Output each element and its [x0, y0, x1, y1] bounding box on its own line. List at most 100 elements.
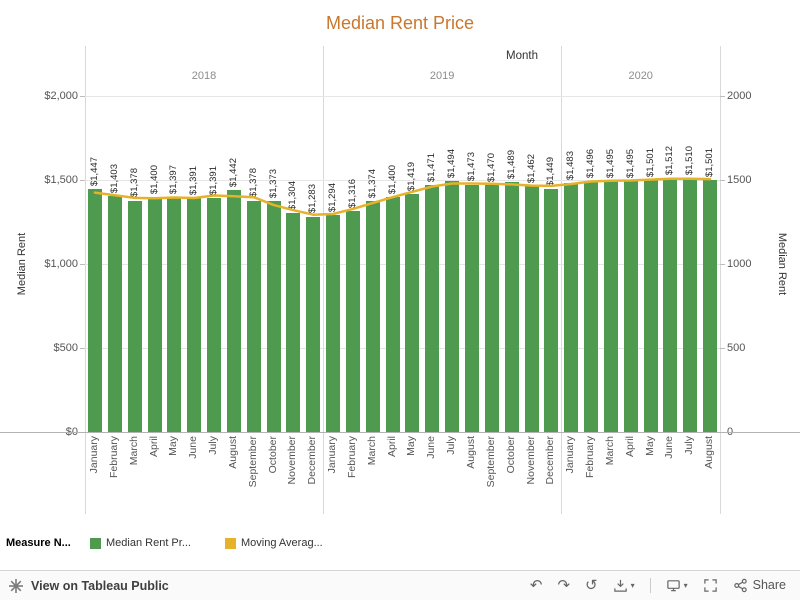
- tableau-logo-icon: [9, 578, 23, 593]
- right-axis-title: Median Rent: [776, 232, 788, 296]
- month-axis-label: January: [326, 436, 338, 474]
- bar-july-2020[interactable]: [683, 178, 698, 432]
- undo-button[interactable]: ↶: [530, 578, 543, 593]
- bar-january-2018[interactable]: [87, 188, 102, 432]
- pane-divider: [720, 46, 721, 514]
- bar-june-2018[interactable]: [187, 198, 202, 432]
- month-axis-label: August: [226, 436, 239, 469]
- bar-may-2018[interactable]: [167, 197, 182, 432]
- view-on-tableau-public-link[interactable]: View on Tableau Public: [8, 578, 169, 594]
- bar-march-2018[interactable]: [127, 200, 142, 432]
- bar-september-2018[interactable]: [246, 200, 261, 432]
- bar-december-2018[interactable]: [306, 216, 321, 432]
- left-axis-tick-label: $1,000: [44, 258, 78, 270]
- bar-august-2019[interactable]: [465, 184, 479, 432]
- month-axis-label: November: [524, 436, 537, 485]
- moving-average-layer: [93, 177, 712, 216]
- bar-july-2019[interactable]: [445, 181, 460, 432]
- share-icon: [733, 578, 747, 593]
- right-tick-mark: [720, 264, 725, 265]
- bar-june-2020[interactable]: [663, 178, 678, 432]
- bar-april-2018[interactable]: [147, 196, 162, 432]
- redo-icon: ↷: [557, 577, 571, 594]
- right-axis-tick-label: 500: [727, 342, 746, 354]
- month-axis-label: December: [544, 436, 557, 485]
- download-icon: [613, 579, 627, 592]
- month-axis-label: May: [405, 436, 418, 456]
- gridline-2000: [85, 96, 720, 97]
- month-axis-label: October: [266, 436, 279, 474]
- left-axis-tick-label: $2,000: [44, 90, 78, 102]
- revert-button[interactable]: ↺: [585, 578, 598, 593]
- month-axis-label: January: [87, 436, 100, 474]
- undo-icon: ↶: [529, 577, 543, 594]
- month-axis-label: September: [484, 436, 497, 488]
- gridline-500: [85, 348, 720, 349]
- plot-area[interactable]: $1,447 $1,403 $1,378 $1,400 $1,397 $1,391 $1,3…: [85, 96, 720, 432]
- month-axis-label: June: [425, 436, 438, 459]
- month-axis-label: June: [663, 436, 676, 459]
- device-preview-button[interactable]: ▾: [666, 578, 688, 593]
- year-header-2020: 2020: [628, 70, 653, 82]
- caret-down-icon: ▾: [630, 580, 635, 590]
- download-button[interactable]: ▾: [613, 578, 635, 593]
- left-tick-mark: [80, 96, 85, 97]
- month-axis-label: March: [365, 436, 378, 466]
- left-axis-tick-label: $1,500: [44, 174, 78, 186]
- bar-october-2019[interactable]: [504, 181, 519, 432]
- month-axis-label: May: [643, 436, 656, 456]
- bar-november-2019[interactable]: [524, 186, 539, 432]
- left-tick-mark: [80, 180, 85, 181]
- bar-october-2018[interactable]: [266, 201, 281, 432]
- legend-items: Median Rent Pr... Moving Averag...: [90, 537, 357, 549]
- month-axis-label: August: [703, 436, 716, 469]
- legend: Measure N... Median Rent Pr... Moving Ave…: [6, 537, 357, 549]
- month-axis-label: September: [246, 436, 259, 488]
- legend-item-0[interactable]: Median Rent Pr...: [90, 537, 191, 549]
- bar-march-2020[interactable]: [603, 180, 618, 432]
- redo-button[interactable]: ↷: [557, 578, 570, 593]
- bar-december-2019[interactable]: [544, 188, 559, 432]
- caret-down-icon: ▾: [683, 580, 688, 590]
- month-axis-label: November: [286, 436, 299, 485]
- left-tick-mark: [80, 264, 85, 265]
- month-axis-label: April: [147, 436, 160, 458]
- month-axis-label: August: [465, 436, 477, 469]
- bar-july-2018[interactable]: [207, 198, 221, 432]
- bar-april-2019[interactable]: [385, 196, 400, 432]
- fullscreen-button[interactable]: [703, 578, 718, 593]
- bar-february-2019[interactable]: [345, 210, 360, 432]
- month-axis-label: April: [385, 436, 398, 458]
- month-axis-label: April: [623, 436, 636, 458]
- bar-march-2019[interactable]: [365, 201, 380, 432]
- toolbar-buttons: ↶ ↷ ↺ ▾ ▾: [530, 578, 786, 593]
- bar-august-2018[interactable]: [226, 189, 241, 432]
- bar-january-2020[interactable]: [564, 182, 579, 432]
- bar-may-2019[interactable]: [405, 193, 420, 432]
- legend-title: Measure N...: [6, 537, 71, 549]
- device-monitor-icon: [666, 580, 680, 592]
- share-button[interactable]: Share: [733, 578, 786, 593]
- month-axis-label: June: [187, 436, 200, 459]
- legend-item-1[interactable]: Moving Averag...: [225, 537, 323, 549]
- month-axis-label: October: [504, 436, 517, 474]
- month-axis-label: March: [127, 436, 140, 466]
- month-axis-label: July: [683, 436, 696, 455]
- toolbar-separator: [649, 578, 651, 593]
- legend-swatch: [90, 537, 101, 549]
- right-axis-tick-label: 2000: [727, 90, 752, 102]
- bar-april-2020[interactable]: [623, 180, 638, 432]
- bar-june-2019[interactable]: [425, 184, 440, 432]
- moving-average-line[interactable]: [93, 177, 712, 216]
- chart-title: Median Rent Price: [325, 13, 475, 33]
- bar-september-2019[interactable]: [484, 185, 499, 432]
- legend-item-label: Median Rent Pr...: [106, 537, 191, 549]
- bar-february-2018[interactable]: [107, 196, 122, 432]
- bar-january-2019[interactable]: [326, 214, 340, 432]
- left-tick-mark: [80, 348, 85, 349]
- bar-august-2020[interactable]: [703, 179, 718, 432]
- bar-november-2018[interactable]: [286, 212, 301, 432]
- bar-february-2020[interactable]: [584, 180, 598, 432]
- bar-may-2020[interactable]: [643, 179, 658, 432]
